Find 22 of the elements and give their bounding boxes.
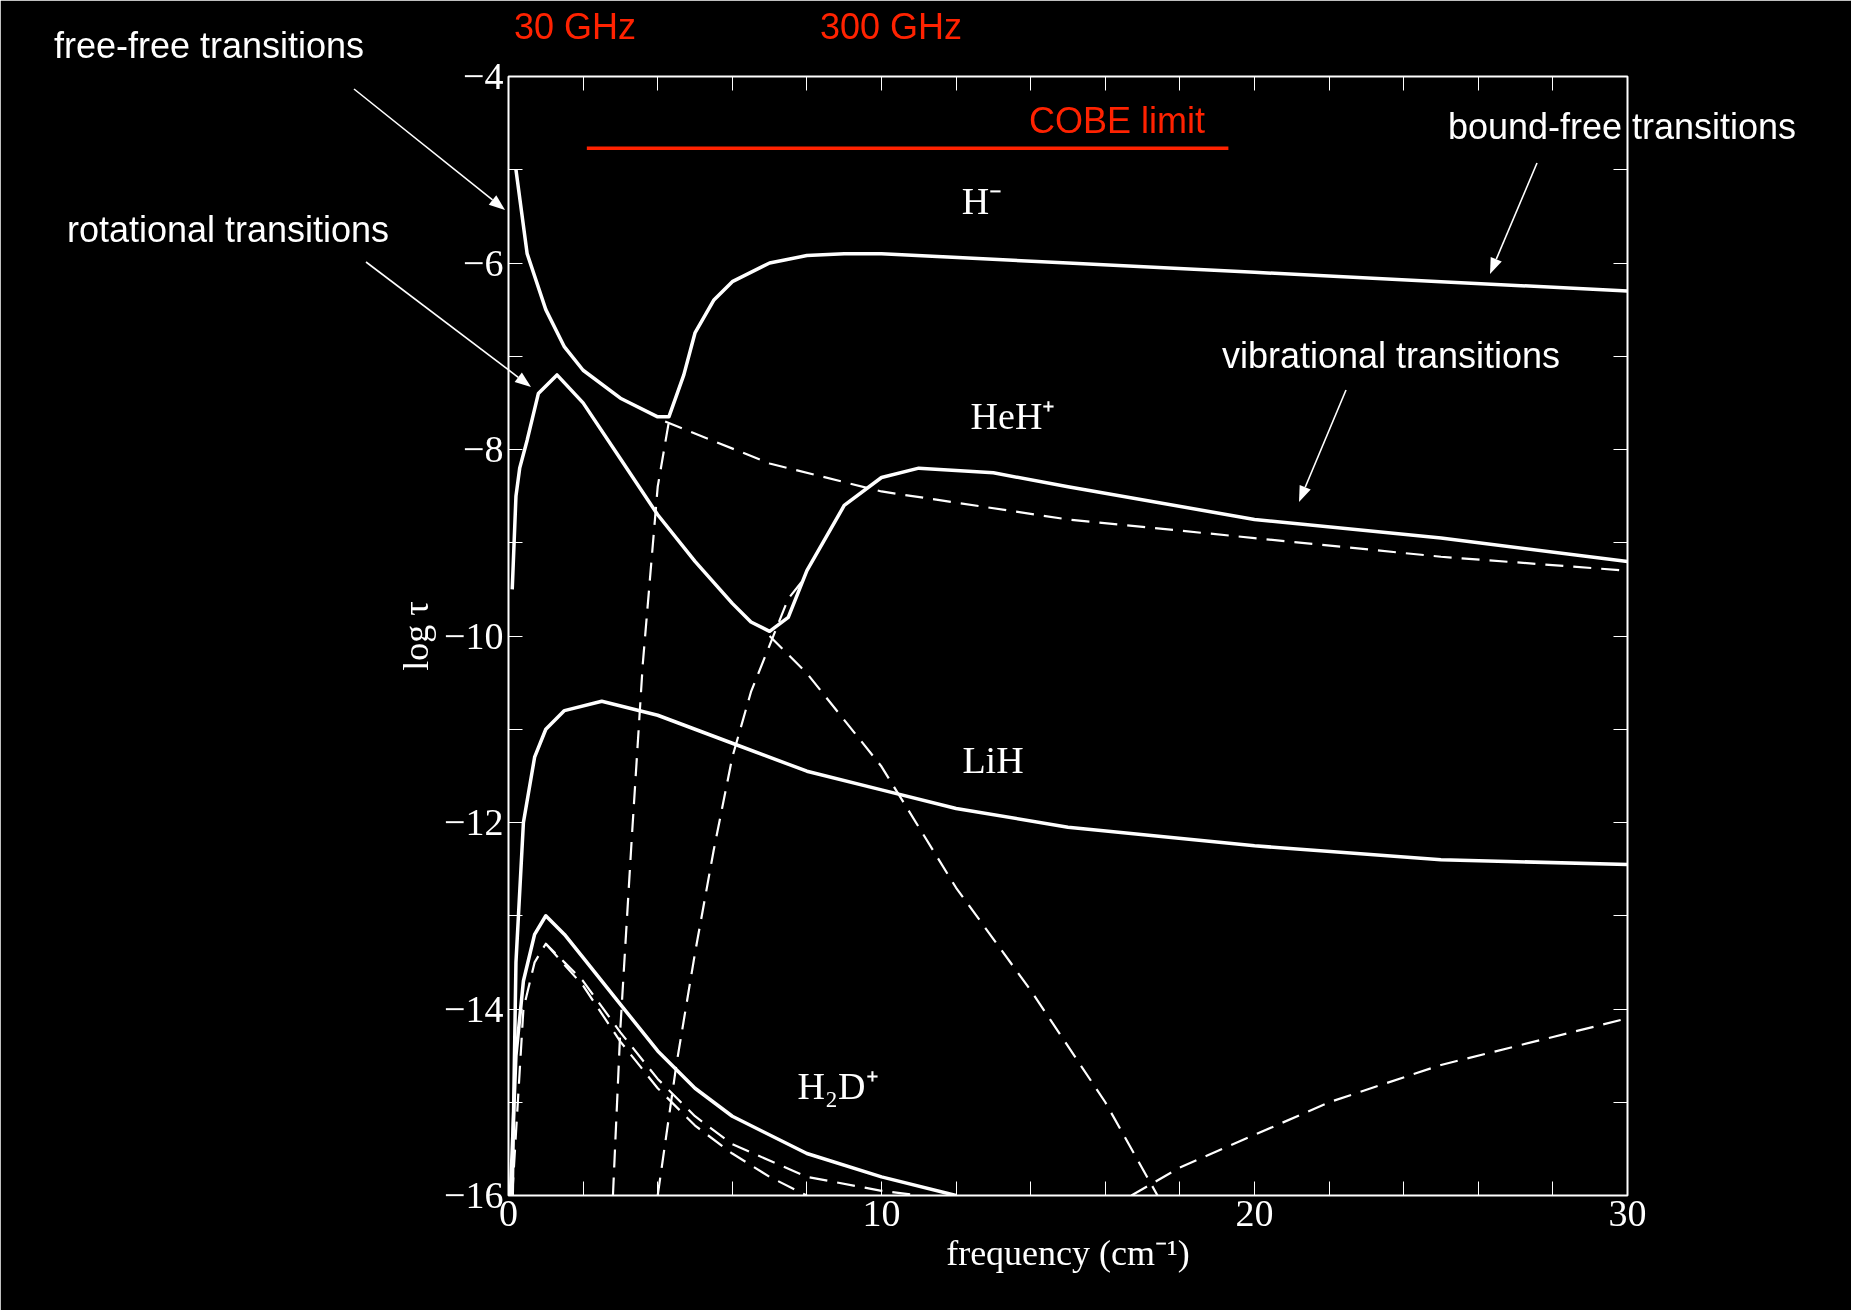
annotation: rotational transitions — [66, 208, 390, 250]
y-tick-label: −10 — [444, 614, 504, 657]
x-tick-label: 20 — [1235, 1191, 1274, 1234]
x-axis-title: frequency (cm⁻¹) — [946, 1232, 1190, 1273]
y-tick-label: −4 — [463, 55, 504, 97]
annotation: H₂D⁺ — [797, 1065, 879, 1107]
annotation: COBE limit — [1029, 99, 1205, 141]
y-tick-label: −6 — [463, 241, 504, 284]
y-tick-label: −8 — [463, 428, 504, 470]
annotation: H⁻ — [961, 180, 1003, 222]
x-tick-label: 30 — [1608, 1191, 1647, 1234]
annotation: 300 GHz — [819, 5, 963, 47]
y-axis-title: log τ — [396, 601, 437, 671]
annotation: vibrational transitions — [1221, 334, 1561, 376]
annotation: HeH⁺ — [970, 395, 1056, 437]
x-tick-label: 10 — [862, 1191, 901, 1234]
annotation: bound-free transitions — [1447, 105, 1797, 147]
y-tick-label: −12 — [444, 801, 504, 843]
annotation: free-free transitions — [53, 24, 365, 66]
annotation: LiH — [962, 739, 1024, 781]
y-tick-label: −14 — [444, 987, 504, 1030]
annotation: 30 GHz — [514, 5, 636, 47]
